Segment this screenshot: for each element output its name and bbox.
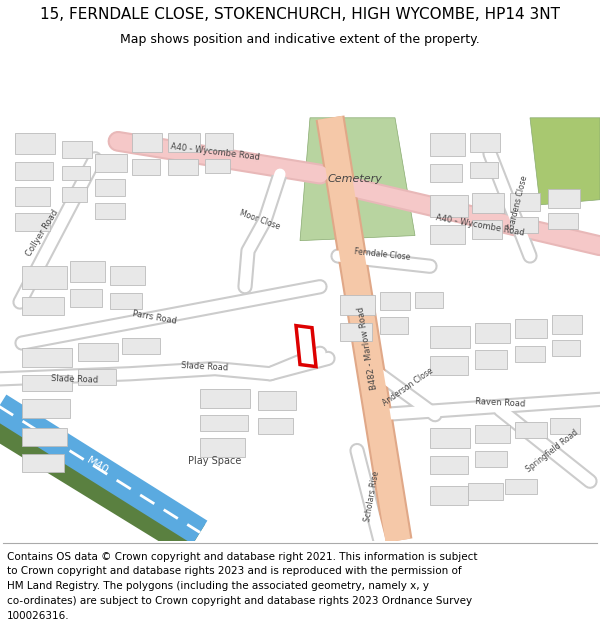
Bar [95,202,125,219]
Text: Ferndale Close: Ferndale Close [353,246,410,261]
Bar [505,479,537,494]
Bar [470,133,500,152]
Text: to Crown copyright and database rights 2023 and is reproduced with the permissio: to Crown copyright and database rights 2… [7,566,462,576]
Text: Raven Road: Raven Road [475,397,526,408]
Text: Moor Close: Moor Close [239,209,281,232]
Bar [122,338,160,354]
Bar [110,266,145,284]
Bar [475,425,510,443]
Polygon shape [296,326,316,367]
Bar [70,261,105,282]
Bar [380,292,410,310]
Bar [430,486,468,505]
Bar [95,179,125,196]
Bar [430,456,468,474]
Bar [22,348,72,367]
Text: Slade Road: Slade Road [51,374,99,384]
Bar [258,418,293,434]
Bar [468,483,503,499]
Bar [548,213,578,229]
Bar [78,343,118,361]
Bar [62,188,87,202]
Bar [200,415,248,431]
Polygon shape [530,118,600,205]
Text: Contains OS data © Crown copyright and database right 2021. This information is : Contains OS data © Crown copyright and d… [7,552,478,562]
Text: B482 - Marlow Road: B482 - Marlow Road [357,306,379,391]
Bar [470,162,498,178]
Text: Slade Road: Slade Road [181,361,229,372]
Bar [15,133,55,154]
Text: Map shows position and indicative extent of the property.: Map shows position and indicative extent… [120,34,480,46]
Text: Cemetery: Cemetery [328,174,382,184]
Bar [430,428,470,449]
Bar [205,159,230,173]
Bar [200,438,245,457]
Bar [552,340,580,356]
Bar [15,188,50,206]
Bar [515,422,547,438]
Bar [22,375,72,391]
Bar [168,133,200,152]
Text: HM Land Registry. The polygons (including the associated geometry, namely x, y: HM Land Registry. The polygons (includin… [7,581,429,591]
Bar [168,159,198,175]
Text: 15, FERNDALE CLOSE, STOKENCHURCH, HIGH WYCOMBE, HP14 3NT: 15, FERNDALE CLOSE, STOKENCHURCH, HIGH W… [40,7,560,22]
Text: Anderson Close: Anderson Close [381,366,435,408]
Bar [22,454,64,472]
Bar [548,189,580,208]
Bar [22,428,67,446]
Bar [70,289,102,308]
Bar [22,266,67,289]
Bar [430,326,470,348]
Text: Scholars Rise: Scholars Rise [363,471,381,522]
Bar [550,418,580,434]
Bar [552,316,582,334]
Bar [258,391,296,409]
Bar [62,166,90,180]
Bar [340,322,372,341]
Polygon shape [300,118,415,241]
Bar [132,159,160,175]
Text: Collyer Road: Collyer Road [24,209,60,259]
Bar [95,154,127,172]
Bar [475,451,507,467]
Bar [472,220,502,239]
Bar [415,292,443,308]
Text: 100026316.: 100026316. [7,611,70,621]
Bar [205,133,233,149]
Bar [510,192,540,211]
Bar [62,141,92,158]
Bar [472,192,504,213]
Bar [110,293,142,309]
Bar [475,350,507,369]
Text: A40 - Wycombe Road: A40 - Wycombe Road [170,142,260,161]
Bar [515,346,545,362]
Text: A40 - Wycombe Road: A40 - Wycombe Road [435,213,525,238]
Bar [430,194,468,217]
Bar [78,369,116,385]
Bar [340,295,375,316]
Bar [510,217,538,234]
Bar [430,133,465,156]
Bar [200,389,250,408]
Text: M40: M40 [85,455,110,476]
Text: Parrs Road: Parrs Road [132,309,178,326]
Bar [475,322,510,343]
Text: Springfield Road: Springfield Road [524,428,580,474]
Text: co-ordinates) are subject to Crown copyright and database rights 2023 Ordnance S: co-ordinates) are subject to Crown copyr… [7,596,472,606]
Bar [430,164,462,182]
Bar [15,162,53,180]
Bar [15,213,50,231]
Bar [132,133,162,152]
Text: Play Space: Play Space [188,456,242,466]
Bar [430,356,468,375]
Bar [430,225,465,244]
Text: Gardens Close: Gardens Close [507,175,529,231]
Bar [22,399,70,418]
Bar [515,319,547,338]
Bar [380,318,408,334]
Bar [22,297,64,316]
